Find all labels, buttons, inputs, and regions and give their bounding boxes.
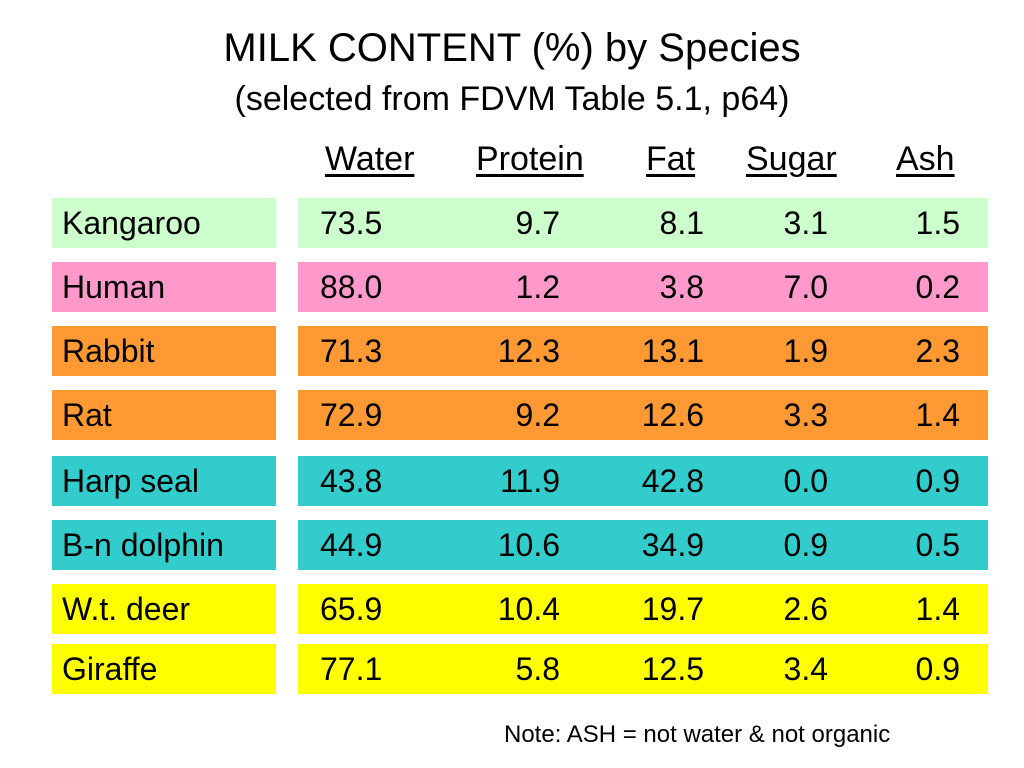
table-row: B-n dolphin 44.9 10.6 34.9 0.9 0.5 [0, 520, 1024, 570]
value-fat: 8.1 [659, 205, 704, 241]
species-cell: Harp seal [52, 456, 276, 506]
value-protein: 12.3 [497, 333, 560, 369]
value-ash: 0.5 [915, 527, 960, 563]
table-row: Rabbit 71.3 12.3 13.1 1.9 2.3 [0, 326, 1024, 376]
values-cell: 72.9 9.2 12.6 3.3 1.4 [298, 390, 988, 440]
value-ash: 1.4 [915, 397, 960, 433]
value-protein: 11.9 [500, 463, 560, 499]
value-water: 44.9 [320, 527, 383, 563]
values-cell: 77.1 5.8 12.5 3.4 0.9 [298, 644, 988, 694]
footnote: Note: ASH = not water & not organic [504, 721, 891, 748]
value-water: 71.3 [320, 333, 383, 369]
table-row: Harp seal 43.8 11.9 42.8 0.0 0.9 [0, 456, 1024, 506]
value-protein: 10.4 [497, 591, 560, 627]
values-cell: 43.8 11.9 42.8 0.0 0.9 [298, 456, 988, 506]
table-row: W.t. deer 65.9 10.4 19.7 2.6 1.4 [0, 584, 1024, 634]
value-fat: 34.9 [641, 527, 704, 563]
value-ash: 0.2 [915, 269, 960, 305]
page-subtitle: (selected from FDVM Table 5.1, p64) [234, 80, 790, 118]
value-protein: 5.8 [515, 651, 560, 687]
values-cell: 65.9 10.4 19.7 2.6 1.4 [298, 584, 988, 634]
species-cell: W.t. deer [52, 584, 276, 634]
species-cell: Rabbit [52, 326, 276, 376]
column-header-sugar: Sugar [746, 140, 837, 178]
value-ash: 1.4 [915, 591, 960, 627]
value-water: 43.8 [320, 463, 383, 499]
value-sugar: 7.0 [783, 269, 828, 305]
value-water: 88.0 [320, 269, 383, 305]
value-sugar: 1.9 [783, 333, 828, 369]
species-cell: Human [52, 262, 276, 312]
species-cell: B-n dolphin [52, 520, 276, 570]
species-cell: Kangaroo [52, 198, 276, 248]
values-cell: 88.0 1.2 3.8 7.0 0.2 [298, 262, 988, 312]
column-header-water: Water [325, 140, 415, 178]
values-cell: 71.3 12.3 13.1 1.9 2.3 [298, 326, 988, 376]
value-sugar: 0.9 [783, 527, 828, 563]
values-cell: 73.5 9.7 8.1 3.1 1.5 [298, 198, 988, 248]
value-protein: 10.6 [497, 527, 560, 563]
table-row: Kangaroo 73.5 9.7 8.1 3.1 1.5 [0, 198, 1024, 248]
value-fat: 42.8 [641, 463, 704, 499]
value-ash: 1.5 [915, 205, 960, 241]
value-sugar: 3.1 [783, 205, 828, 241]
value-sugar: 2.6 [783, 591, 828, 627]
value-ash: 2.3 [915, 333, 960, 369]
value-water: 77.1 [320, 651, 383, 687]
value-fat: 12.5 [641, 651, 704, 687]
species-cell: Giraffe [52, 644, 276, 694]
table-row: Giraffe 77.1 5.8 12.5 3.4 0.9 [0, 644, 1024, 694]
value-protein: 1.2 [515, 269, 560, 305]
page-title: MILK CONTENT (%) by Species [223, 26, 801, 70]
value-water: 73.5 [320, 205, 383, 241]
value-sugar: 3.4 [783, 651, 828, 687]
value-ash: 0.9 [915, 463, 960, 499]
value-protein: 9.2 [515, 397, 560, 433]
table-row: Rat 72.9 9.2 12.6 3.3 1.4 [0, 390, 1024, 440]
value-protein: 9.7 [515, 205, 560, 241]
value-sugar: 3.3 [783, 397, 828, 433]
value-sugar: 0.0 [783, 463, 828, 499]
values-cell: 44.9 10.6 34.9 0.9 0.5 [298, 520, 988, 570]
value-water: 65.9 [320, 591, 383, 627]
value-fat: 3.8 [659, 269, 704, 305]
value-fat: 12.6 [641, 397, 704, 433]
species-cell: Rat [52, 390, 276, 440]
value-water: 72.9 [320, 397, 383, 433]
value-fat: 13.1 [641, 333, 704, 369]
table-row: Human 88.0 1.2 3.8 7.0 0.2 [0, 262, 1024, 312]
column-header-fat: Fat [646, 140, 696, 178]
column-header-protein: Protein [476, 140, 584, 178]
column-header-ash: Ash [896, 140, 955, 178]
value-ash: 0.9 [915, 651, 960, 687]
value-fat: 19.7 [641, 591, 704, 627]
